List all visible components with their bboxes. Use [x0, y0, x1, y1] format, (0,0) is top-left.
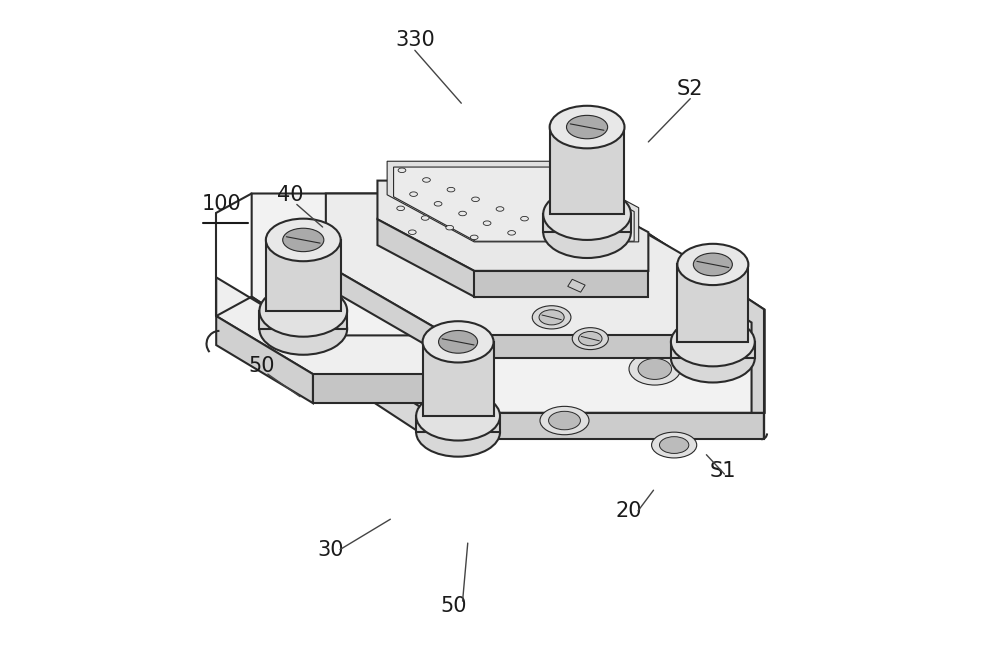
- Ellipse shape: [659, 437, 689, 453]
- Ellipse shape: [416, 408, 500, 457]
- Ellipse shape: [677, 244, 748, 285]
- Text: S1: S1: [709, 461, 736, 481]
- Ellipse shape: [671, 333, 755, 382]
- Polygon shape: [216, 277, 429, 374]
- Polygon shape: [568, 279, 585, 292]
- Ellipse shape: [421, 216, 429, 221]
- Text: 100: 100: [201, 194, 241, 214]
- Polygon shape: [266, 240, 341, 311]
- Ellipse shape: [532, 306, 571, 329]
- Polygon shape: [416, 416, 500, 432]
- Ellipse shape: [410, 192, 417, 197]
- Ellipse shape: [266, 219, 341, 261]
- Ellipse shape: [543, 188, 631, 240]
- Polygon shape: [252, 194, 764, 413]
- Ellipse shape: [496, 206, 504, 212]
- Ellipse shape: [693, 253, 732, 276]
- Polygon shape: [326, 194, 700, 335]
- Ellipse shape: [408, 230, 416, 235]
- Ellipse shape: [483, 221, 491, 226]
- Ellipse shape: [398, 168, 406, 173]
- Polygon shape: [394, 167, 634, 241]
- Text: 50: 50: [248, 356, 275, 377]
- Ellipse shape: [423, 321, 494, 362]
- Polygon shape: [252, 297, 429, 439]
- Polygon shape: [429, 413, 764, 439]
- Polygon shape: [474, 271, 648, 297]
- Ellipse shape: [570, 236, 577, 240]
- Text: 50: 50: [440, 596, 467, 617]
- Ellipse shape: [550, 106, 624, 148]
- Text: 40: 40: [277, 184, 304, 205]
- Ellipse shape: [579, 332, 602, 346]
- Ellipse shape: [439, 330, 478, 353]
- Text: 330: 330: [395, 30, 435, 50]
- Text: 20: 20: [616, 501, 642, 521]
- Ellipse shape: [539, 310, 564, 325]
- Polygon shape: [387, 161, 639, 242]
- Polygon shape: [423, 342, 494, 416]
- Polygon shape: [543, 214, 631, 232]
- Text: 30: 30: [318, 539, 344, 560]
- Ellipse shape: [434, 202, 442, 206]
- Ellipse shape: [259, 303, 347, 355]
- Ellipse shape: [397, 206, 405, 210]
- Ellipse shape: [259, 285, 347, 337]
- Ellipse shape: [423, 178, 430, 183]
- Ellipse shape: [508, 230, 515, 235]
- Ellipse shape: [652, 432, 697, 458]
- Polygon shape: [448, 335, 700, 358]
- Polygon shape: [377, 181, 648, 271]
- Ellipse shape: [416, 392, 500, 441]
- Polygon shape: [216, 316, 313, 403]
- Ellipse shape: [459, 212, 466, 216]
- Polygon shape: [677, 264, 748, 342]
- Polygon shape: [326, 264, 448, 358]
- Ellipse shape: [283, 228, 324, 252]
- Polygon shape: [313, 374, 429, 403]
- Polygon shape: [550, 127, 624, 214]
- Ellipse shape: [540, 406, 589, 435]
- Ellipse shape: [470, 235, 478, 240]
- Polygon shape: [377, 219, 474, 297]
- Ellipse shape: [566, 115, 608, 139]
- Ellipse shape: [549, 412, 580, 430]
- Text: S2: S2: [677, 79, 704, 99]
- Polygon shape: [671, 342, 755, 358]
- Ellipse shape: [446, 226, 454, 230]
- Ellipse shape: [472, 197, 479, 201]
- Polygon shape: [587, 194, 764, 413]
- Ellipse shape: [521, 217, 528, 221]
- Ellipse shape: [447, 187, 455, 192]
- Ellipse shape: [638, 359, 672, 379]
- Ellipse shape: [543, 206, 631, 258]
- Ellipse shape: [545, 226, 553, 230]
- Polygon shape: [259, 311, 347, 329]
- Ellipse shape: [629, 353, 681, 385]
- Ellipse shape: [671, 317, 755, 366]
- Ellipse shape: [572, 328, 608, 350]
